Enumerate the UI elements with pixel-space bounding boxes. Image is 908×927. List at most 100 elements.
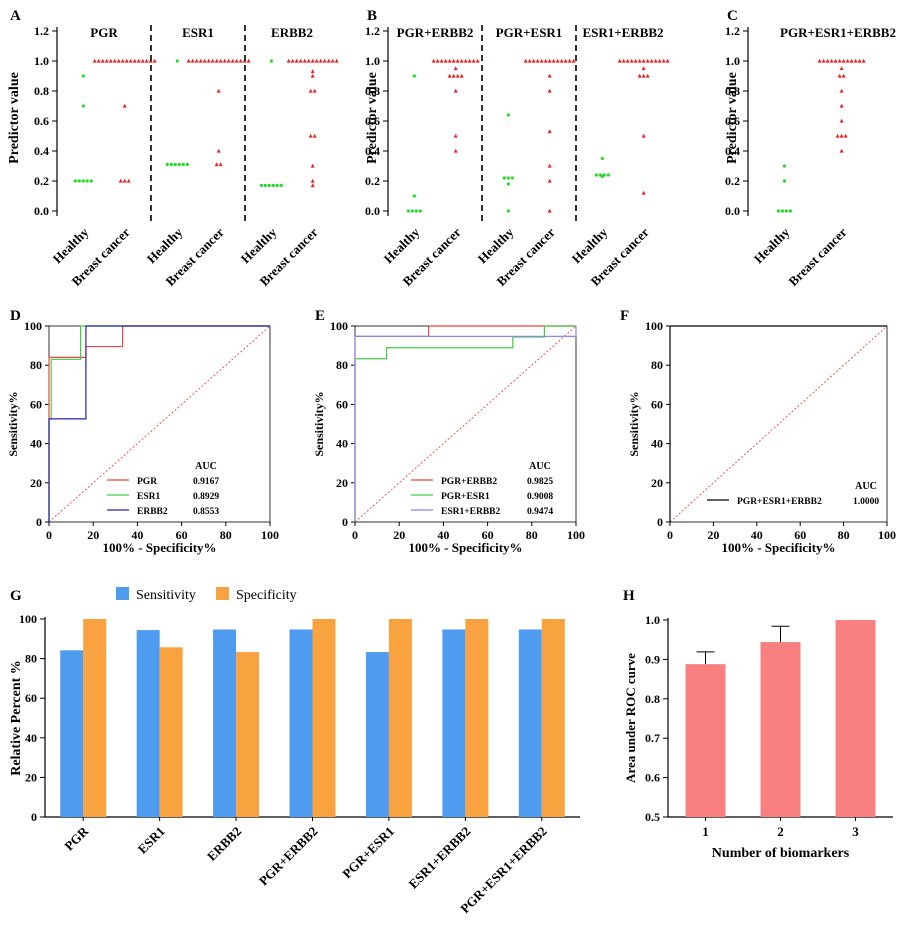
y-tick-label: 0.2 [365, 174, 380, 188]
x-tick-label: ESR1+ERBB2 [406, 824, 474, 892]
y-tick-label: 1.2 [725, 24, 740, 38]
cancer-point [286, 58, 291, 63]
x-tick-label: 40 [437, 528, 449, 542]
cancer-point [547, 88, 552, 93]
cancer-point [308, 133, 313, 138]
cancer-point [330, 58, 335, 63]
x-tick-label: PGR+ESR1+ERBB2 [457, 824, 550, 917]
cancer-point [661, 58, 666, 63]
cancer-point [443, 58, 448, 63]
cancer-point [857, 58, 862, 63]
y-tick-label: 1.0 [34, 54, 49, 68]
healthy-point [782, 164, 787, 168]
healthy-point [410, 209, 414, 213]
cancer-point [571, 58, 576, 63]
sensitivity-bar [289, 629, 313, 817]
healthy-point [414, 209, 418, 213]
cancer-point [463, 58, 468, 63]
cancer-point [841, 73, 846, 78]
cancer-point [641, 58, 646, 63]
cancer-point [234, 58, 239, 63]
healthy-point [506, 113, 510, 117]
x-axis-label: 100% - Specificity% [102, 540, 216, 555]
cancer-point [555, 58, 560, 63]
sensitivity-bar [136, 630, 160, 817]
cancer-point [641, 66, 646, 71]
y-axis-label: Predictor value [7, 72, 22, 164]
healthy-point [418, 209, 422, 213]
cancer-point [122, 178, 127, 183]
x-tick-label: 0 [46, 528, 52, 542]
y-tick-label: 1.2 [34, 24, 49, 38]
cancer-point [839, 66, 844, 71]
auc-bar [760, 642, 801, 817]
legend-swatch-specificity [216, 587, 229, 600]
cancer-point [547, 178, 552, 183]
legend-label: PGR+ESR1+ERBB2 [737, 497, 822, 507]
cancer-point [563, 58, 568, 63]
y-tick-label: 100 [645, 319, 663, 333]
healthy-point [776, 209, 781, 213]
x-tick-label: 20 [87, 528, 99, 542]
cancer-point [841, 58, 846, 63]
cancer-point [214, 162, 219, 167]
legend-label: Specificity [236, 588, 297, 603]
cancer-point [547, 58, 552, 63]
y-tick-label: 0.6 [34, 114, 49, 128]
y-tick-label: 0.4 [365, 144, 380, 158]
y-tick-label: 40 [336, 437, 348, 451]
cancer-point [641, 133, 646, 138]
cancer-point [447, 73, 452, 78]
healthy-point [269, 59, 273, 63]
specificity-bar [236, 652, 260, 817]
cancer-point [835, 133, 840, 138]
y-tick-label: 20 [30, 476, 42, 490]
panel-letter-G: G [10, 588, 22, 604]
healthy-point [502, 176, 506, 180]
x-tick-label: 80 [838, 528, 850, 542]
cancer-point [310, 58, 315, 63]
x-axis-label: Number of biomarkers [712, 846, 850, 861]
panel-letter-B: B [367, 8, 377, 24]
cancer-point [312, 88, 317, 93]
y-tick-label: 0 [31, 810, 37, 824]
y-tick-label: 60 [25, 691, 37, 705]
cancer-point [210, 58, 215, 63]
cancer-point [218, 162, 223, 167]
healthy-point [181, 162, 185, 167]
y-tick-label: 80 [25, 652, 37, 666]
healthy-point [165, 162, 169, 167]
cancer-point [92, 58, 97, 63]
y-tick-label: 0.6 [645, 771, 660, 785]
group-title: ERBB2 [271, 25, 313, 40]
cancer-point [310, 73, 315, 78]
y-tick-label: 0.2 [725, 174, 740, 188]
group-title: PGR [90, 25, 118, 40]
cancer-point [617, 58, 622, 63]
cancer-point [453, 66, 458, 71]
diagonal-reference [354, 325, 577, 523]
x-tick-label: 20 [707, 528, 719, 542]
cancer-point [230, 58, 235, 63]
y-tick-label: 0 [36, 515, 42, 529]
cancer-point [839, 133, 844, 138]
cancer-point [246, 58, 251, 63]
cancer-point [124, 58, 129, 63]
panel-letter-F: F [620, 308, 629, 324]
cancer-point [837, 58, 842, 63]
cancer-point [214, 58, 219, 63]
cancer-point [837, 73, 842, 78]
healthy-point [175, 59, 179, 63]
cancer-point [310, 178, 315, 183]
x-tick-label: PGR+ERBB2 [256, 824, 321, 889]
cancer-point [547, 163, 552, 168]
y-tick-label: 0.0 [725, 204, 740, 218]
y-tick-label: 80 [651, 358, 663, 372]
x-tick-label: 60 [794, 528, 806, 542]
healthy-point [85, 179, 89, 183]
legend-label: PGR [137, 477, 157, 487]
specificity-bar [312, 619, 336, 817]
cancer-point [551, 58, 556, 63]
healthy-point [600, 174, 604, 179]
legend-label: PGR+ESR1 [441, 492, 490, 502]
